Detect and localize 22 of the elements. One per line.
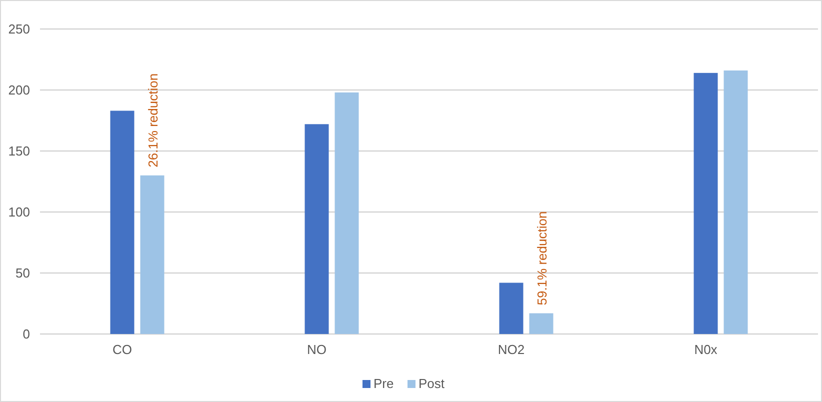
legend-label: Pre (374, 376, 394, 391)
y-tick-label: 50 (16, 266, 30, 281)
y-tick-label: 200 (8, 82, 30, 98)
bar (140, 175, 164, 334)
bar (529, 313, 554, 334)
y-tick-label: 150 (8, 144, 30, 159)
bar (334, 92, 359, 334)
annotation: 59.1% reduction (534, 211, 550, 306)
y-tick-label: 100 (8, 204, 30, 220)
bar (110, 110, 134, 334)
bar (694, 72, 718, 334)
y-tick-label: 250 (8, 22, 30, 37)
x-tick-label: NO2 (498, 342, 525, 357)
annotation: 26.1% reduction (145, 73, 160, 168)
x-tick-label: N0x (694, 342, 718, 357)
x-tick-label: NO (307, 342, 326, 357)
bar (499, 282, 524, 334)
y-tick-label: 0 (22, 326, 30, 342)
bar (724, 70, 748, 334)
legend-label: Post (418, 376, 445, 391)
bar (304, 124, 329, 334)
x-tick-label: CO (112, 342, 132, 357)
